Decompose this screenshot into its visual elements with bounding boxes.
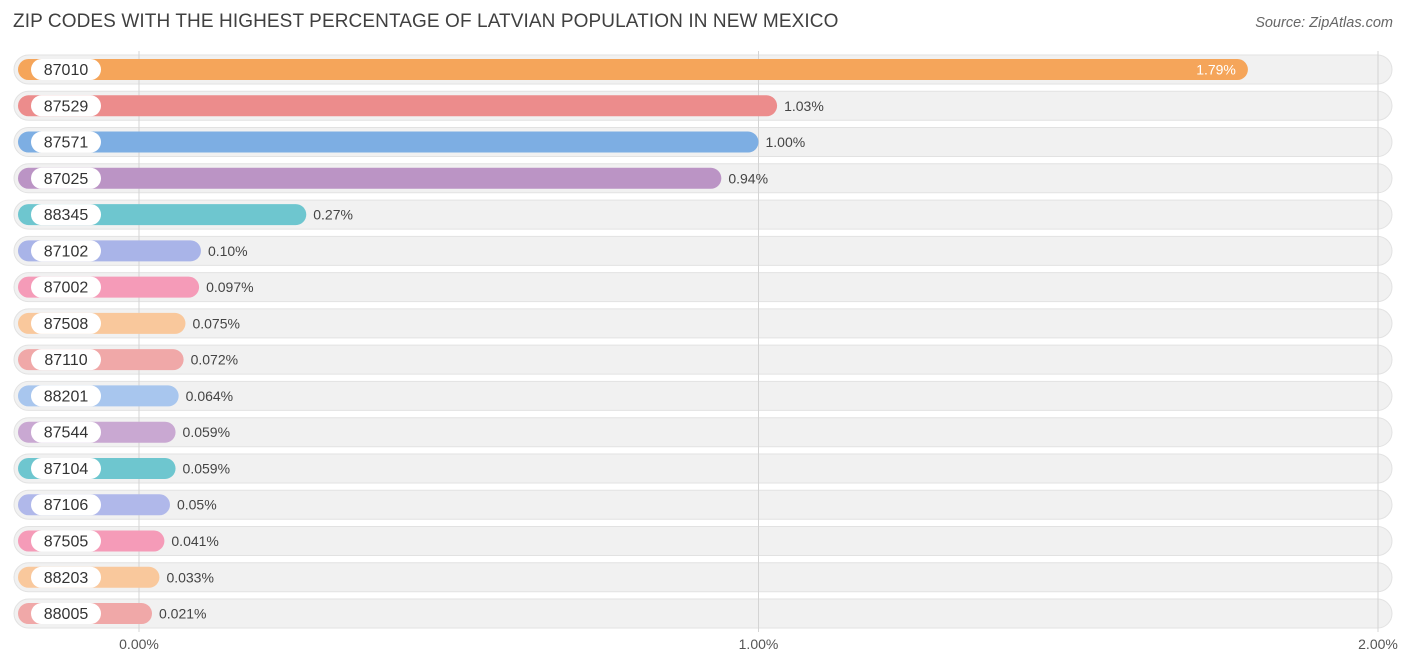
category-label-pill <box>31 312 101 334</box>
value-label: 1.03% <box>784 98 824 114</box>
value-label: 0.27% <box>313 207 353 223</box>
value-label: 0.10% <box>208 243 248 259</box>
x-tick-label: 1.00% <box>739 636 779 652</box>
chart-title: ZIP CODES WITH THE HIGHEST PERCENTAGE OF… <box>13 11 839 32</box>
value-label: 0.059% <box>183 424 230 440</box>
category-label-pill <box>31 204 101 226</box>
category-label-pill <box>31 349 101 371</box>
category-label: 88203 <box>44 570 89 587</box>
category-label-pill <box>31 95 101 117</box>
category-label-pill <box>31 530 101 552</box>
bar <box>18 131 759 153</box>
category-label-pill <box>31 603 101 625</box>
source-note: Source: ZipAtlas.com <box>1255 15 1393 31</box>
row-track <box>13 526 1393 557</box>
bar <box>18 95 778 117</box>
category-label: 87544 <box>44 425 89 442</box>
row-track <box>13 380 1393 411</box>
category-label-pill <box>31 421 101 443</box>
category-label-pill <box>31 240 101 262</box>
value-label: 0.097% <box>206 279 253 295</box>
category-label-pill <box>31 494 101 516</box>
category-label-pill <box>31 167 101 189</box>
category-label: 88005 <box>44 606 89 623</box>
row-track <box>13 417 1393 448</box>
value-label: 0.041% <box>171 533 218 549</box>
category-label-pill <box>31 131 101 153</box>
category-label: 87025 <box>44 171 89 188</box>
row-track <box>13 598 1393 629</box>
category-label-pill <box>31 566 101 588</box>
category-label: 87508 <box>44 316 89 333</box>
category-label-pill <box>31 457 101 479</box>
category-label: 87010 <box>44 62 89 79</box>
bar <box>18 59 1248 80</box>
category-label: 87104 <box>44 461 89 478</box>
value-label: 0.059% <box>183 460 230 476</box>
value-label: 0.05% <box>177 497 217 513</box>
value-label: 1.79% <box>1196 62 1236 78</box>
row-track <box>13 308 1393 339</box>
value-label: 0.064% <box>186 388 233 404</box>
row-track <box>13 272 1393 303</box>
row-track <box>13 562 1393 593</box>
value-label: 0.075% <box>192 315 239 331</box>
value-label: 0.033% <box>166 569 213 585</box>
row-track <box>13 489 1393 520</box>
category-label: 87529 <box>44 98 89 115</box>
value-label: 0.021% <box>159 606 206 622</box>
category-label-pill <box>31 59 101 80</box>
category-label: 88201 <box>44 388 89 405</box>
category-label-pill <box>31 385 101 407</box>
category-label: 87571 <box>44 135 89 152</box>
category-label: 87110 <box>44 352 87 369</box>
category-label: 87106 <box>44 497 89 514</box>
bar <box>18 167 722 189</box>
x-tick-label: 2.00% <box>1358 636 1398 652</box>
category-label: 87002 <box>44 280 89 297</box>
value-label: 0.94% <box>728 170 768 186</box>
row-track <box>13 344 1393 375</box>
category-label: 87505 <box>44 534 89 551</box>
category-label: 87102 <box>44 243 89 260</box>
category-label-pill <box>31 276 101 298</box>
category-label: 88345 <box>44 207 89 224</box>
x-tick-label: 0.00% <box>119 636 159 652</box>
row-track <box>13 235 1393 266</box>
value-label: 0.072% <box>191 352 238 368</box>
row-track <box>13 453 1393 484</box>
row-track <box>13 199 1393 230</box>
value-label: 1.00% <box>766 134 806 150</box>
